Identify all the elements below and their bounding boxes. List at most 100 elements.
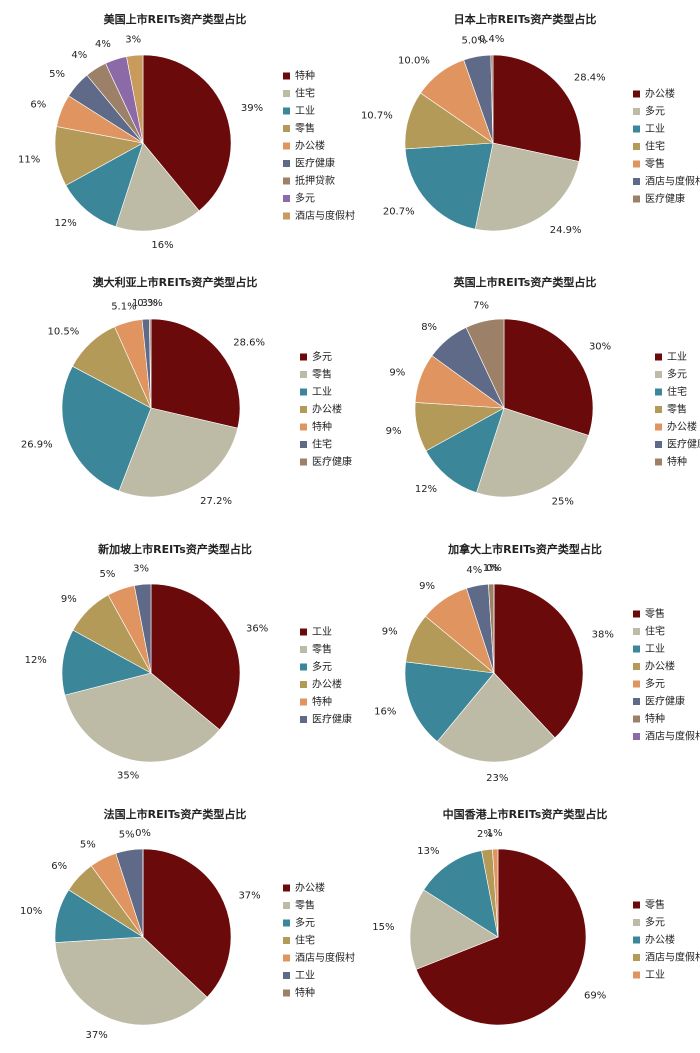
chart-title: 法国上市REITs资产类型占比 bbox=[104, 807, 247, 821]
slice-label: 30% bbox=[589, 341, 611, 352]
slice-label: 9% bbox=[419, 581, 435, 592]
pie-slice bbox=[436, 672, 556, 763]
legend-swatch bbox=[633, 160, 640, 168]
legend-label: 住宅 bbox=[645, 140, 665, 153]
legend-label: 医疗健康 bbox=[667, 438, 700, 451]
legend-label: 多元 bbox=[645, 105, 665, 118]
legend-label: 多元 bbox=[645, 677, 665, 690]
slice-label: 5.1% bbox=[111, 302, 136, 313]
legend-swatch bbox=[283, 72, 290, 80]
slice-label: 16% bbox=[374, 707, 396, 718]
slice-label: 10.5% bbox=[48, 326, 80, 337]
legend-label: 工业 bbox=[645, 969, 665, 981]
legend-label: 特种 bbox=[645, 712, 665, 725]
legend-label: 医疗健康 bbox=[645, 695, 685, 708]
pie-slice bbox=[465, 318, 505, 409]
slice-label: 9% bbox=[382, 626, 398, 637]
pie-slice bbox=[126, 54, 144, 144]
slice-label: 37% bbox=[238, 891, 260, 902]
slice-label: 20.7% bbox=[383, 206, 415, 217]
slice-label: 36% bbox=[246, 623, 268, 634]
slice-label: 12% bbox=[415, 484, 437, 495]
legend-swatch bbox=[283, 142, 290, 150]
legend-swatch bbox=[283, 212, 290, 220]
legend-label: 零售 bbox=[295, 122, 315, 135]
slice-label: 6% bbox=[51, 861, 67, 872]
legend-swatch bbox=[633, 90, 640, 98]
chart-title: 英国上市REITs资产类型占比 bbox=[453, 275, 597, 289]
legend-swatch bbox=[283, 972, 290, 979]
chart: 法国上市REITs资产类型占比 37% 办公楼 37% 零售 10% 多元 6% 住宅 5% 酒店与… bbox=[20, 807, 355, 1041]
legend-label: 工业 bbox=[667, 351, 687, 363]
legend-swatch bbox=[283, 989, 290, 997]
legend-swatch bbox=[633, 954, 640, 961]
slice-label: 0.3% bbox=[137, 298, 162, 309]
legend-swatch bbox=[300, 371, 307, 378]
chart-title: 新加坡上市REITs资产类型占比 bbox=[98, 542, 252, 556]
slice-label: 28.4% bbox=[574, 73, 606, 84]
legend-label: 工业 bbox=[312, 626, 332, 638]
legend-swatch bbox=[633, 143, 640, 150]
slice-label: 1.3% bbox=[132, 298, 157, 309]
legend-label: 办公楼 bbox=[295, 139, 325, 152]
legend-label: 多元 bbox=[295, 916, 315, 929]
legend-label: 住宅 bbox=[295, 87, 315, 100]
legend-swatch bbox=[655, 406, 662, 413]
legend-label: 办公楼 bbox=[312, 678, 342, 691]
legend-swatch bbox=[633, 108, 640, 115]
pie-slice bbox=[423, 850, 499, 938]
slice-label: 1% bbox=[487, 828, 503, 839]
slice-label: 5% bbox=[80, 839, 96, 850]
slice-label: 4% bbox=[95, 39, 111, 50]
legend-swatch bbox=[655, 458, 662, 466]
slice-label: 10.7% bbox=[361, 110, 393, 121]
legend-label: 特种 bbox=[295, 986, 315, 999]
legend-swatch bbox=[300, 663, 307, 671]
legend-swatch bbox=[300, 698, 307, 706]
legend-swatch bbox=[300, 458, 307, 466]
legend-swatch bbox=[283, 90, 290, 97]
slice-label: 0% bbox=[135, 828, 151, 839]
legend-swatch bbox=[300, 646, 307, 653]
legend-swatch bbox=[633, 901, 640, 909]
legend-swatch bbox=[283, 125, 290, 132]
legend-label: 工业 bbox=[295, 105, 315, 117]
legend-swatch bbox=[655, 371, 662, 378]
legend-label: 多元 bbox=[312, 660, 332, 673]
legend-swatch bbox=[283, 195, 290, 202]
legend-label: 办公楼 bbox=[645, 933, 675, 946]
slice-label: 11% bbox=[18, 154, 40, 165]
pie-slice bbox=[476, 407, 590, 498]
legend-label: 医疗健康 bbox=[645, 192, 685, 205]
legend-label: 抵押贷款 bbox=[295, 174, 335, 187]
chart: 英国上市REITs资产类型占比 30% 工业 25% 多元 12% 住宅 9% 零售 9% 办公楼 8… bbox=[386, 275, 700, 508]
legend-swatch bbox=[655, 388, 662, 396]
legend-label: 医疗健康 bbox=[295, 157, 335, 170]
slice-label: 0.4% bbox=[479, 34, 504, 45]
legend-label: 办公楼 bbox=[645, 660, 675, 673]
slice-label: 0% bbox=[486, 563, 502, 574]
legend-swatch bbox=[283, 160, 290, 167]
pie-slice bbox=[54, 936, 208, 1026]
pie-slice bbox=[503, 318, 594, 436]
chart: 日本上市REITs资产类型占比 28.4% 办公楼 24.9% 多元 20.7% 工业 10.… bbox=[361, 12, 700, 236]
legend-label: 工业 bbox=[312, 386, 332, 398]
slice-label: 3% bbox=[125, 34, 141, 45]
slice-label: 12% bbox=[54, 218, 76, 229]
slice-label: 9% bbox=[61, 594, 77, 605]
slice-label: 69% bbox=[584, 990, 606, 1001]
chart-title: 加拿大上市REITs资产类型占比 bbox=[447, 542, 602, 556]
legend-label: 多元 bbox=[645, 916, 665, 929]
pie-slice bbox=[404, 661, 495, 742]
slice-label: 35% bbox=[117, 770, 139, 781]
legend-swatch bbox=[633, 971, 640, 979]
legend-swatch bbox=[633, 715, 640, 723]
slice-label: 28.6% bbox=[233, 338, 265, 349]
legend-swatch bbox=[633, 610, 640, 618]
pie-slice bbox=[65, 142, 144, 228]
slice-label: 4% bbox=[466, 565, 482, 576]
slice-label: 24.9% bbox=[550, 225, 582, 236]
pie-slice bbox=[492, 848, 499, 938]
legend-swatch bbox=[633, 125, 640, 133]
legend-label: 特种 bbox=[312, 695, 332, 708]
